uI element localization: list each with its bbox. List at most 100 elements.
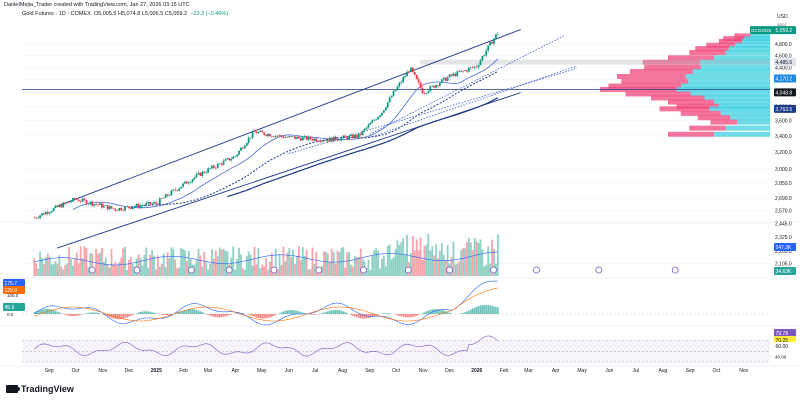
candle-body xyxy=(66,202,69,204)
macd-histogram-bar xyxy=(334,309,337,314)
candle-body xyxy=(446,77,449,81)
level-badge: 3,763.5 xyxy=(776,107,793,113)
candle-body xyxy=(352,134,354,139)
candle-body xyxy=(263,132,266,135)
macd-histogram-bar xyxy=(468,310,470,314)
rsi-pane xyxy=(22,335,770,363)
macd-histogram-bar xyxy=(259,314,262,319)
volume-bar xyxy=(473,237,476,276)
candle-body xyxy=(41,213,43,216)
candle-body xyxy=(56,205,59,207)
candle-body xyxy=(284,137,287,138)
candle-body xyxy=(143,205,146,206)
macd-histogram-bar xyxy=(342,311,345,314)
candle-body xyxy=(133,206,136,208)
macd-histogram-bar xyxy=(108,314,111,318)
volume-bar xyxy=(110,249,113,276)
candle-body xyxy=(342,135,345,138)
volume-profile-bar-down xyxy=(689,125,726,131)
candle-body xyxy=(294,136,296,139)
volume-bar xyxy=(218,247,221,276)
macd-histogram-bar xyxy=(429,309,432,314)
candle-body xyxy=(419,82,422,88)
candle-body xyxy=(388,97,391,103)
candle-body xyxy=(203,171,206,173)
event-marker-icon xyxy=(671,266,679,274)
volume-bar xyxy=(245,256,248,276)
candle-body xyxy=(386,102,389,108)
macd-histogram-bar xyxy=(298,311,300,314)
volume-profile-bar-down xyxy=(644,64,701,70)
candle-body xyxy=(326,140,329,142)
candle-body xyxy=(415,74,418,80)
candle-body xyxy=(440,79,443,83)
macd-histogram-bar xyxy=(201,312,204,314)
candle-body xyxy=(112,208,115,209)
time-tick-label: Aug xyxy=(658,368,667,374)
volume-bar xyxy=(251,265,254,276)
volume-pane xyxy=(33,233,679,276)
macd-histogram-bar xyxy=(479,305,482,314)
volume-bar xyxy=(437,258,439,276)
volume-bar xyxy=(216,256,219,276)
candle-body xyxy=(417,79,420,83)
symbol-badge: GCG2026 xyxy=(751,28,772,33)
macd-histogram-bar xyxy=(164,314,167,316)
candle-body xyxy=(392,91,395,97)
candle-body xyxy=(411,67,414,73)
candle-body xyxy=(216,163,219,168)
candle-body xyxy=(354,134,356,139)
candle-body xyxy=(469,67,472,69)
volume-bar xyxy=(286,252,289,276)
candle-body xyxy=(301,137,304,141)
candle-body xyxy=(462,70,464,72)
macd-histogram-bar xyxy=(114,314,117,319)
volume-bar xyxy=(151,250,154,276)
macd-histogram-bar xyxy=(191,309,194,314)
candle-body xyxy=(454,73,457,77)
volume-bar xyxy=(44,256,47,276)
macd-histogram-bar xyxy=(371,314,374,317)
candle-body xyxy=(197,172,200,175)
macd-histogram-bar xyxy=(103,314,105,315)
candle-body xyxy=(413,72,416,75)
macd-histogram-bar xyxy=(301,312,304,314)
candle-body xyxy=(170,190,173,196)
candle-body xyxy=(346,136,349,140)
macd-histogram-bar xyxy=(79,314,82,315)
volume-bar xyxy=(456,263,459,276)
macd-histogram-bar xyxy=(296,310,298,314)
candle-body xyxy=(398,82,401,87)
volume-bar xyxy=(344,267,347,276)
candle-body xyxy=(334,136,337,141)
macd-histogram-bar xyxy=(444,311,447,314)
volume-bar xyxy=(415,239,418,276)
volume-bar xyxy=(145,247,148,276)
macd-histogram-bar xyxy=(292,310,294,314)
candle-body xyxy=(151,203,154,205)
volume-profile-bar-down xyxy=(689,50,726,56)
time-tick-label: Oct xyxy=(72,368,80,374)
volume-bar xyxy=(338,252,341,276)
candle-body xyxy=(100,203,103,208)
macd-histogram-bar xyxy=(257,314,260,318)
macd-badge-bg xyxy=(3,286,25,294)
candle-body xyxy=(118,208,121,211)
candle-body xyxy=(44,212,47,215)
candle-body xyxy=(286,137,289,138)
candle-body xyxy=(230,158,233,161)
macd-histogram-bar xyxy=(489,305,491,314)
volume-bar xyxy=(394,248,397,276)
volume-bar xyxy=(99,252,101,276)
candle-body xyxy=(491,42,493,44)
candle-body xyxy=(191,179,194,182)
candle-body xyxy=(62,202,65,208)
candle-body xyxy=(199,172,202,176)
candle-body xyxy=(249,137,252,139)
macd-histogram-bar xyxy=(68,314,70,316)
volume-bar xyxy=(70,259,72,276)
volume-bar xyxy=(83,246,86,276)
rsi-badge: 70.25 xyxy=(776,338,789,344)
